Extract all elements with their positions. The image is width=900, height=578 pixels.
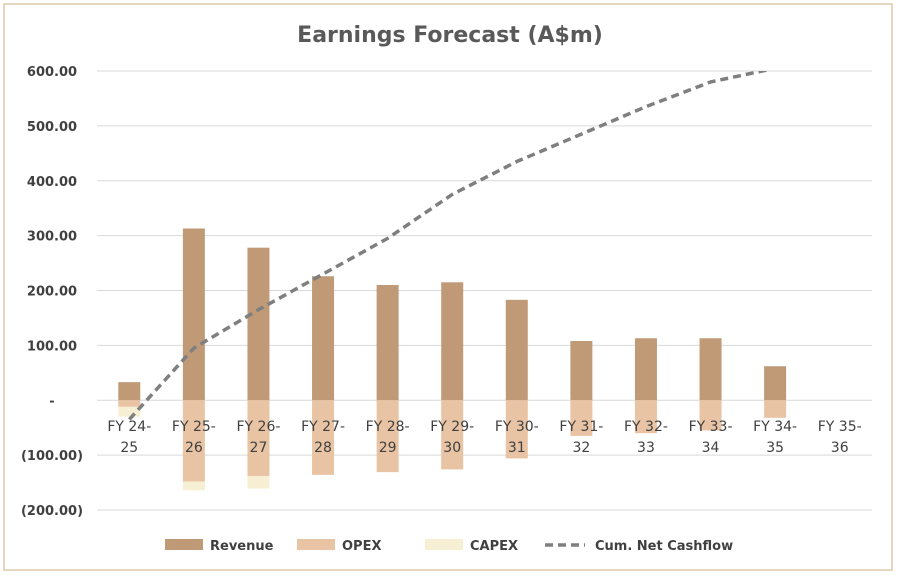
bar-opex (699, 400, 722, 431)
y-tick-label: 400.00 (27, 175, 77, 190)
bar-opex (182, 400, 205, 482)
y-tick-label: 600.00 (27, 65, 77, 80)
x-tick-label: FY 26-27 (236, 419, 280, 456)
bar-revenue (505, 299, 528, 401)
legend-swatch (297, 539, 335, 550)
x-axis-labels: FY 24-25 FY 25-26 FY 26-27 FY 27-28 FY 28-29… (107, 419, 861, 456)
cumulative-line (127, 71, 771, 421)
bar-opex (441, 400, 464, 470)
bar-revenue (312, 276, 335, 401)
bar-revenue (634, 338, 657, 401)
bar-revenue (182, 228, 205, 401)
bar-revenue (570, 340, 593, 401)
bar-revenue (764, 366, 787, 401)
x-tick-label: FY 27-28 (301, 419, 345, 456)
x-tick-label: FY 31-32 (559, 419, 603, 456)
y-tick-label: (200.00) (21, 504, 83, 519)
y-tick-label: (100.00) (21, 449, 83, 464)
bar-opex (118, 400, 141, 407)
y-tick-label: 500.00 (27, 120, 77, 135)
bar-opex (570, 400, 593, 436)
x-tick-label: FY 29-30 (430, 419, 474, 456)
legend-label: Cum. Net Cashflow (595, 539, 733, 554)
bars (118, 228, 787, 491)
x-tick-label: FY 33-34 (689, 419, 733, 456)
y-tick-label: 200.00 (27, 285, 77, 300)
bar-capex (118, 406, 141, 417)
bar-opex (376, 400, 399, 473)
bar-capex (182, 481, 205, 491)
legend: Revenue OPEX CAPEX Cum. Net Cashflow (165, 539, 733, 554)
x-tick-label: FY 24-25 (107, 419, 151, 456)
bar-revenue (699, 338, 722, 401)
bar-revenue (247, 247, 270, 401)
x-tick-label: FY 28-29 (366, 419, 410, 456)
legend-label: CAPEX (470, 539, 518, 554)
bar-revenue (376, 285, 399, 401)
bar-opex (247, 400, 270, 476)
y-tick-label: 300.00 (27, 230, 77, 245)
y-tick-label: 100.00 (27, 339, 77, 354)
bar-capex (247, 475, 270, 489)
y-tick-label: - (49, 394, 54, 409)
bar-opex (312, 400, 335, 475)
legend-label: Revenue (210, 539, 274, 554)
bar-opex (764, 400, 787, 418)
x-tick-label: FY 35-36 (818, 419, 862, 456)
bar-revenue (441, 282, 464, 401)
x-tick-label: FY 30-31 (495, 419, 539, 456)
x-tick-label: FY 32-33 (624, 419, 668, 456)
legend-swatch (165, 539, 203, 550)
bar-revenue (118, 382, 141, 401)
cum-net-cashflow-line (127, 71, 771, 421)
x-tick-label: FY 34-35 (753, 419, 797, 456)
bar-opex (505, 400, 528, 459)
gridlines (97, 70, 872, 511)
bar-opex (634, 400, 657, 434)
legend-swatch (425, 539, 463, 550)
chart-title: Earnings Forecast (A$m) (297, 23, 603, 48)
y-axis-labels: (200.00) (100.00) - 100.00 200.00 300.00 400.0… (21, 65, 83, 519)
x-tick-label: FY 25-26 (172, 419, 216, 456)
legend-label: OPEX (342, 539, 381, 554)
